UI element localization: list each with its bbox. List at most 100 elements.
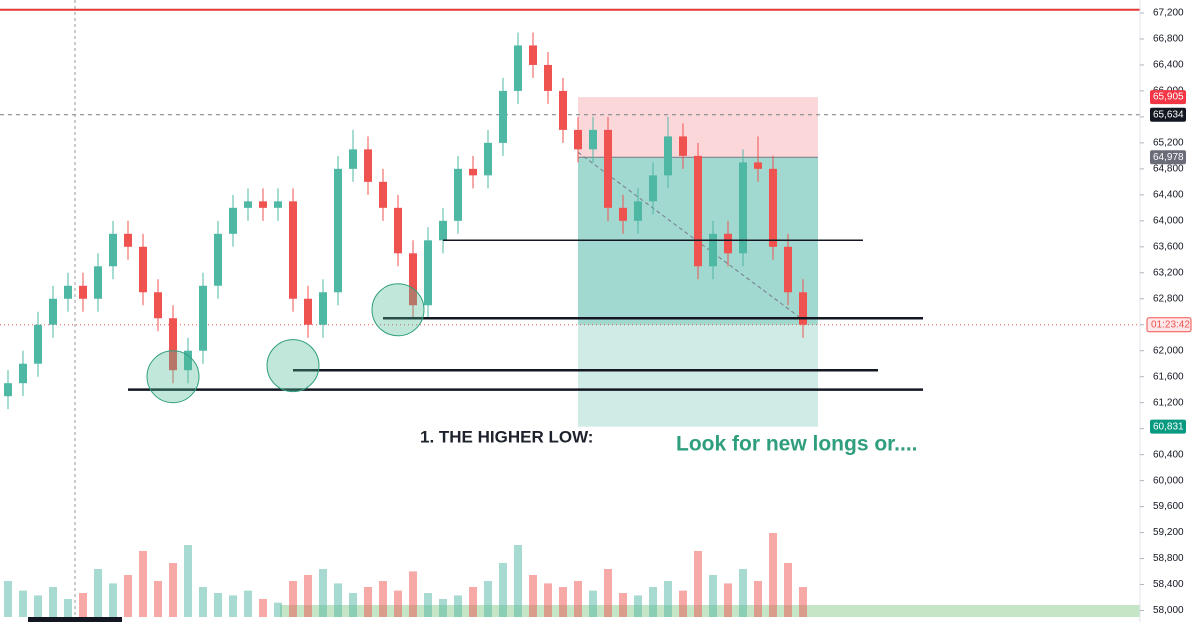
y-tick-label: 59,200: [1153, 527, 1184, 538]
candle-body: [664, 136, 672, 176]
volume-bar: [214, 593, 222, 617]
target-zone: [578, 324, 818, 427]
y-tick-label: 63,200: [1153, 267, 1184, 278]
volume-bar: [514, 545, 522, 617]
candle-body: [769, 168, 777, 247]
volume-bar: [574, 581, 582, 617]
volume-bar: [694, 551, 702, 617]
candle-body: [529, 45, 537, 65]
candle-body: [94, 266, 102, 299]
candle-body: [319, 292, 327, 325]
candle-body: [304, 298, 312, 325]
y-tick-label: 62,000: [1153, 345, 1184, 356]
candle-body: [739, 162, 747, 254]
candle-body: [49, 298, 57, 325]
y-tick-label: 58,400: [1153, 579, 1184, 590]
volume-bar: [379, 581, 387, 617]
volume-bar: [499, 563, 507, 617]
volume-bar: [334, 583, 342, 617]
candle-body: [139, 246, 147, 293]
candle-body: [214, 233, 222, 286]
volume-bar: [154, 581, 162, 617]
volume-bar: [619, 593, 627, 617]
candle-body: [754, 162, 762, 169]
volume-bar: [4, 581, 12, 617]
annotation: 1. THE HIGHER LOW:: [420, 427, 593, 446]
volume-bar: [289, 581, 297, 617]
volume-bar: [739, 569, 747, 617]
volume-bar: [439, 599, 447, 617]
candle-body: [394, 207, 402, 254]
highlight-circle: [266, 339, 320, 393]
candle-body: [544, 64, 552, 91]
price-label-box: [1150, 107, 1186, 122]
highlight-circle: [146, 350, 200, 404]
volume-bar: [394, 590, 402, 617]
trend-dash: [577, 151, 804, 321]
volume-bar: [64, 599, 72, 617]
volume-bar: [469, 587, 477, 617]
volume-bar: [754, 581, 762, 617]
candle-body: [784, 246, 792, 293]
volume-bar: [124, 575, 132, 617]
volume-bar: [604, 569, 612, 617]
volume-bar: [559, 587, 567, 617]
volume-bar: [709, 575, 717, 617]
volume-bar: [304, 575, 312, 617]
countdown-box: [1146, 317, 1192, 333]
price-label: 64,978: [1153, 152, 1184, 163]
volume-bar: [169, 563, 177, 617]
candle-body: [694, 155, 702, 267]
y-tick-label: 64,000: [1153, 215, 1184, 226]
candle-body: [259, 201, 267, 208]
price-label: 65,905: [1153, 92, 1184, 103]
candle-body: [334, 168, 342, 293]
volume-bar: [349, 593, 357, 617]
volume-bar: [79, 593, 87, 617]
candle-body: [379, 181, 387, 208]
y-tick-label: 58,800: [1153, 553, 1184, 564]
candle-body: [574, 129, 582, 150]
candle-body: [199, 285, 207, 351]
candle-body: [514, 45, 522, 91]
candle-body: [124, 233, 132, 247]
price-label-box: [1150, 90, 1186, 105]
scrollbar: [28, 617, 122, 622]
candle-body: [469, 168, 477, 176]
volume-bar: [784, 563, 792, 617]
price-label-box: [1150, 419, 1186, 434]
volume-bar: [724, 583, 732, 617]
candle-body: [484, 142, 492, 176]
y-tick-label: 66,400: [1153, 60, 1184, 71]
candle-body: [154, 292, 162, 319]
y-tick-label: 58,000: [1153, 605, 1184, 616]
candle-body: [604, 129, 612, 208]
volume-bar: [409, 571, 417, 617]
volume-bar: [364, 587, 372, 617]
candle-body: [409, 253, 417, 306]
candle-body: [424, 240, 432, 306]
candle-body: [19, 363, 27, 384]
volume-bar: [229, 595, 237, 617]
candle-body: [274, 201, 282, 208]
highlight-circle: [371, 283, 425, 337]
candle-body: [649, 175, 657, 202]
volume-bar: [199, 587, 207, 617]
y-tick-label: 63,600: [1153, 241, 1184, 252]
volume-bar: [679, 590, 687, 617]
price-label: 60,831: [1153, 421, 1184, 432]
volume-bar: [769, 533, 777, 617]
y-tick-label: 62,800: [1153, 293, 1184, 304]
volume-bar: [19, 590, 27, 617]
annotation: Look for new longs or....: [676, 433, 918, 456]
volume-bar: [274, 602, 282, 617]
volume-bar: [109, 583, 117, 617]
candle-body: [229, 207, 237, 234]
candle-body: [799, 292, 807, 325]
y-tick-label: 61,600: [1153, 371, 1184, 382]
volume-bar: [589, 590, 597, 617]
price-label-box: [1150, 150, 1186, 165]
candle-body: [244, 201, 252, 208]
volume-bar: [799, 587, 807, 617]
